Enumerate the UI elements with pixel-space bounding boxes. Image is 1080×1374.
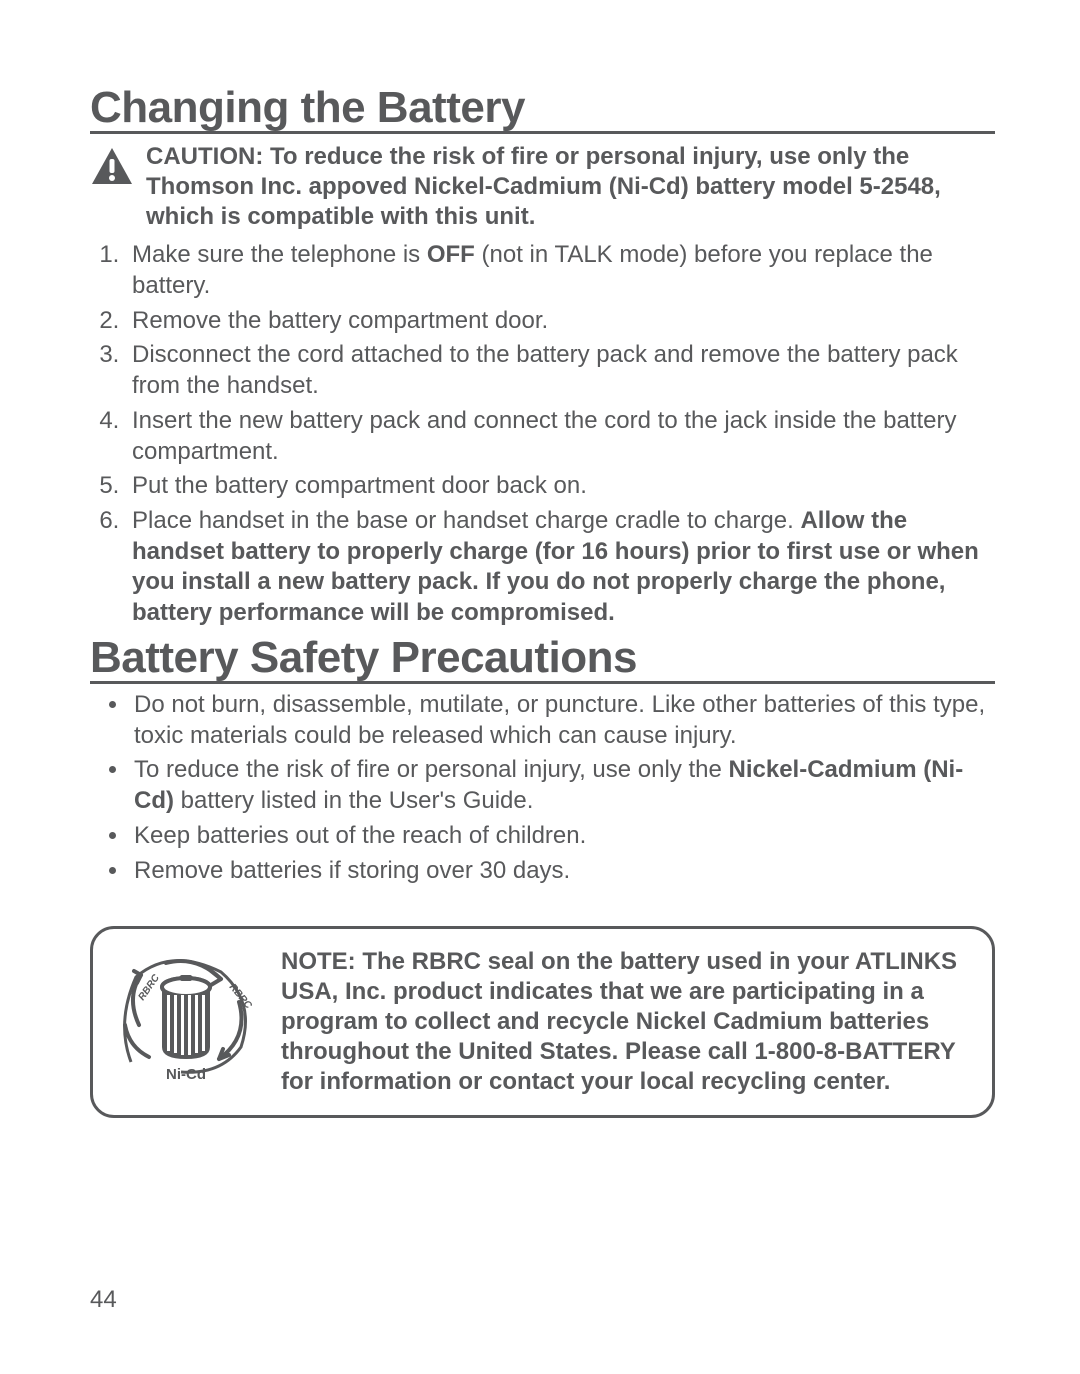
- document-page: Changing the Battery CAUTION: To reduce …: [0, 0, 1080, 1374]
- step-item: Remove the battery compartment door.: [126, 306, 995, 337]
- step-text: Disconnect the cord attached to the batt…: [132, 341, 958, 399]
- bullet-text: Do not burn, disassemble, mutilate, or p…: [134, 691, 985, 749]
- bullet-item: Keep batteries out of the reach of child…: [130, 821, 995, 852]
- heading-battery-safety: Battery Safety Precautions: [90, 635, 995, 684]
- warning-triangle-icon: [90, 146, 134, 186]
- bullet-text: Remove batteries if storing over 30 days…: [134, 857, 570, 884]
- rbrc-label: Ni-Cd: [166, 1066, 206, 1082]
- bullet-item: To reduce the risk of fire or personal i…: [130, 755, 995, 816]
- steps-list: Make sure the telephone is OFF (not in T…: [90, 240, 995, 629]
- step-item: Disconnect the cord attached to the batt…: [126, 340, 995, 401]
- step-text: Remove the battery compartment door.: [132, 307, 548, 334]
- rbrc-note-text: NOTE: The RBRC seal on the battery used …: [281, 947, 968, 1097]
- step-item: Place handset in the base or handset cha…: [126, 506, 995, 629]
- bullet-text: battery listed in the User's Guide.: [174, 787, 533, 814]
- rbrc-seal-icon: Ni-Cd RBRC RBRC: [111, 947, 261, 1082]
- step-text: Put the battery compartment door back on…: [132, 472, 587, 499]
- step-text: Place handset in the base or handset cha…: [132, 507, 800, 534]
- step-item: Put the battery compartment door back on…: [126, 471, 995, 502]
- caution-text: CAUTION: To reduce the risk of fire or p…: [146, 142, 995, 232]
- bullets-list: Do not burn, disassemble, mutilate, or p…: [90, 690, 995, 886]
- step-text: Insert the new battery pack and connect …: [132, 407, 956, 465]
- step-item: Insert the new battery pack and connect …: [126, 406, 995, 467]
- bullet-item: Remove batteries if storing over 30 days…: [130, 856, 995, 887]
- heading-changing-battery: Changing the Battery: [90, 85, 995, 134]
- step-bold: OFF: [427, 241, 475, 268]
- step-item: Make sure the telephone is OFF (not in T…: [126, 240, 995, 301]
- bullet-text: Keep batteries out of the reach of child…: [134, 822, 586, 849]
- rbrc-note-box: Ni-Cd RBRC RBRC NOTE: The RBRC seal on t…: [90, 926, 995, 1118]
- caution-block: CAUTION: To reduce the risk of fire or p…: [90, 142, 995, 232]
- page-number: 44: [90, 1286, 117, 1314]
- bullet-item: Do not burn, disassemble, mutilate, or p…: [130, 690, 995, 751]
- step-text: Make sure the telephone is: [132, 241, 427, 268]
- bullet-text: To reduce the risk of fire or personal i…: [134, 756, 729, 783]
